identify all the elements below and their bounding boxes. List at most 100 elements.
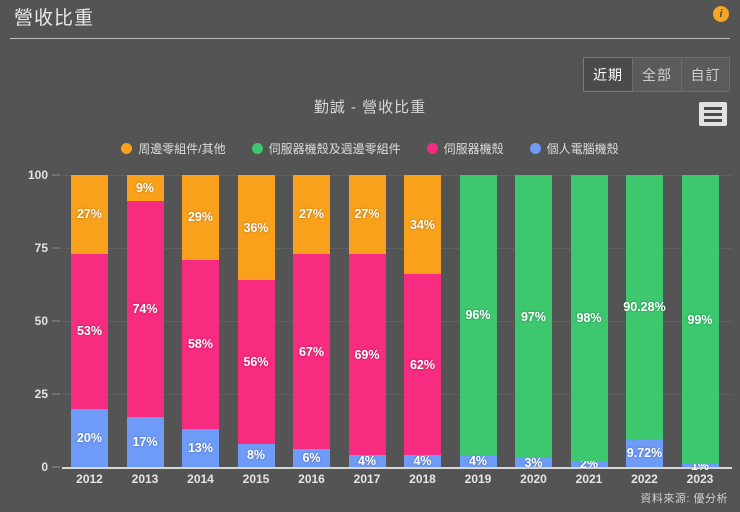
bar-segment-label: 62% xyxy=(409,357,436,372)
bar-segment[interactable]: 17% xyxy=(126,417,164,467)
y-axis-tick-mark xyxy=(52,174,60,176)
bar-segment[interactable]: 96% xyxy=(459,175,497,456)
info-icon[interactable]: i xyxy=(713,6,729,22)
bar-segment[interactable]: 9.72% xyxy=(626,438,663,467)
bar-segment[interactable]: 29% xyxy=(182,175,219,260)
gridline xyxy=(62,321,732,322)
bar-segment-label: 96% xyxy=(465,308,491,323)
legend-item-label: 個人電腦機殼 xyxy=(546,142,619,156)
y-axis-tick-label: 100 xyxy=(27,168,48,182)
x-axis-label: 2012 xyxy=(76,472,103,486)
bar-column[interactable]: 2% 98% xyxy=(570,168,608,471)
bar-column[interactable]: 4% 62% 34% xyxy=(404,168,441,469)
bar-segment[interactable]: 67% xyxy=(293,253,330,450)
bar-segment[interactable]: 2% xyxy=(570,457,608,471)
bar-segment-label: 98% xyxy=(576,311,602,326)
bar-segment[interactable]: 27% xyxy=(348,175,386,254)
y-axis-tick-label: 0 xyxy=(41,460,48,474)
y-axis-tick-mark xyxy=(52,393,60,395)
x-axis-label: 2023 xyxy=(686,472,714,486)
x-axis-label: 2014 xyxy=(187,472,214,486)
bar-column[interactable]: 13% 58% 29% xyxy=(182,168,219,467)
bar-segment[interactable]: 58% xyxy=(182,259,219,430)
bar-segment-label: 58% xyxy=(187,337,214,352)
bar-segment[interactable]: 62% xyxy=(404,274,441,456)
y-axis-tick-label: 75 xyxy=(34,241,48,255)
page-header: 營收比重 i xyxy=(0,0,740,39)
bar-segment-label: 4% xyxy=(413,454,432,469)
x-axis-label: 2013 xyxy=(131,472,159,486)
chart-legend: 周邊零組件/其他 伺服器機殼及週邊零組件 伺服器機殼 個人電腦機殼 xyxy=(0,140,740,157)
bar-column[interactable]: 1% 99% xyxy=(681,168,719,473)
bar-segment-label: 4% xyxy=(468,454,488,469)
x-axis-label: 2015 xyxy=(242,472,270,486)
bar-segment[interactable]: 9% xyxy=(126,175,164,202)
y-axis-tick-mark xyxy=(52,320,60,322)
bar-segment[interactable]: 74% xyxy=(126,201,164,418)
bar-segment-label: 99% xyxy=(687,312,713,327)
bar-segment-label: 27% xyxy=(354,207,380,222)
legend-marker-icon xyxy=(251,143,263,154)
bar-segment-label: 36% xyxy=(243,220,269,235)
bar-segment[interactable]: 99% xyxy=(681,175,719,465)
bar-segment[interactable]: 6% xyxy=(293,449,330,467)
bar-segment[interactable]: 53% xyxy=(71,253,108,409)
bar-segment-label: 53% xyxy=(76,324,103,339)
bar-segment-label: 27% xyxy=(298,207,325,222)
bar-column[interactable]: 17% 74% 9% xyxy=(126,168,164,467)
bar-segment-label: 34% xyxy=(409,217,436,232)
x-axis-line xyxy=(62,467,732,469)
range-button-0[interactable]: 近期 xyxy=(583,57,632,92)
hamburger-menu-icon[interactable] xyxy=(699,102,727,126)
bar-segment[interactable]: 8% xyxy=(237,443,275,467)
bar-segment[interactable]: 90.28% xyxy=(623,175,666,439)
bar-column[interactable]: 3% 97% xyxy=(515,168,552,470)
bar-segment[interactable]: 4% xyxy=(459,454,497,469)
bar-segment[interactable]: 3% xyxy=(515,456,552,470)
bar-segment[interactable]: 4% xyxy=(348,454,386,469)
bar-segment-label: 29% xyxy=(187,210,214,225)
bar-column[interactable]: 6% 67% 27% xyxy=(293,168,330,467)
bar-column[interactable]: 9.72% 90.28% xyxy=(623,168,666,467)
bar-segment[interactable]: 69% xyxy=(348,253,386,456)
bar-segment[interactable]: 56% xyxy=(237,280,275,444)
bar-segment-label: 17% xyxy=(132,435,158,450)
legend-item-0[interactable]: 周邊零組件/其他 xyxy=(121,140,226,157)
gridline xyxy=(62,394,732,395)
chart-plot-area: 0 25 50 75 100 20% 53% 27% 17% 74% 9% 13% 58% 29% 8% 5… xyxy=(0,168,740,474)
bar-column[interactable]: 8% 56% 36% xyxy=(237,168,275,467)
bar-column[interactable]: 4% 96% xyxy=(459,168,497,469)
legend-item-2[interactable]: 伺服器機殼 xyxy=(426,140,504,157)
bar-segment[interactable]: 4% xyxy=(404,454,441,469)
gridline xyxy=(62,248,732,249)
bar-column[interactable]: 4% 69% 27% xyxy=(348,168,386,469)
bar-segment[interactable]: 27% xyxy=(293,175,330,254)
menu-line-1 xyxy=(704,106,722,110)
bar-segment[interactable]: 98% xyxy=(570,175,608,462)
bar-segment-label: 4% xyxy=(357,454,377,469)
bar-segment[interactable]: 27% xyxy=(71,175,108,254)
bars-area: 20% 53% 27% 17% 74% 9% 13% 58% 29% 8% 56% 36% 6% 67% 2… xyxy=(62,168,732,473)
bar-segment[interactable]: 36% xyxy=(237,175,275,281)
x-axis-label: 2021 xyxy=(575,472,603,486)
menu-line-3 xyxy=(704,118,722,122)
range-button-2[interactable]: 自訂 xyxy=(681,57,730,92)
legend-item-1[interactable]: 伺服器機殼及週邊零組件 xyxy=(251,140,401,157)
bar-segment[interactable]: 34% xyxy=(404,175,441,275)
bar-segment-label: 69% xyxy=(354,347,380,362)
legend-item-3[interactable]: 個人電腦機殼 xyxy=(529,140,619,157)
bar-column[interactable]: 20% 53% 27% xyxy=(71,168,108,467)
bar-segment[interactable]: 20% xyxy=(71,408,108,467)
range-button-1[interactable]: 全部 xyxy=(632,57,681,92)
y-axis-tick-label: 50 xyxy=(34,314,48,328)
bar-segment-label: 67% xyxy=(298,344,325,359)
bar-segment-label: 27% xyxy=(76,207,103,222)
legend-item-label: 伺服器機殼及週邊零組件 xyxy=(268,142,401,156)
x-axis-label: 2022 xyxy=(631,472,658,486)
menu-line-2 xyxy=(704,112,722,116)
bar-segment[interactable]: 97% xyxy=(515,175,552,459)
x-axis: 2012 2013 2014 2015 2016 2017 2018 2019 2020 2021… xyxy=(62,472,732,492)
bar-segment[interactable]: 1% xyxy=(681,459,719,473)
bar-segment[interactable]: 13% xyxy=(182,429,219,467)
x-axis-label: 2016 xyxy=(298,472,325,486)
